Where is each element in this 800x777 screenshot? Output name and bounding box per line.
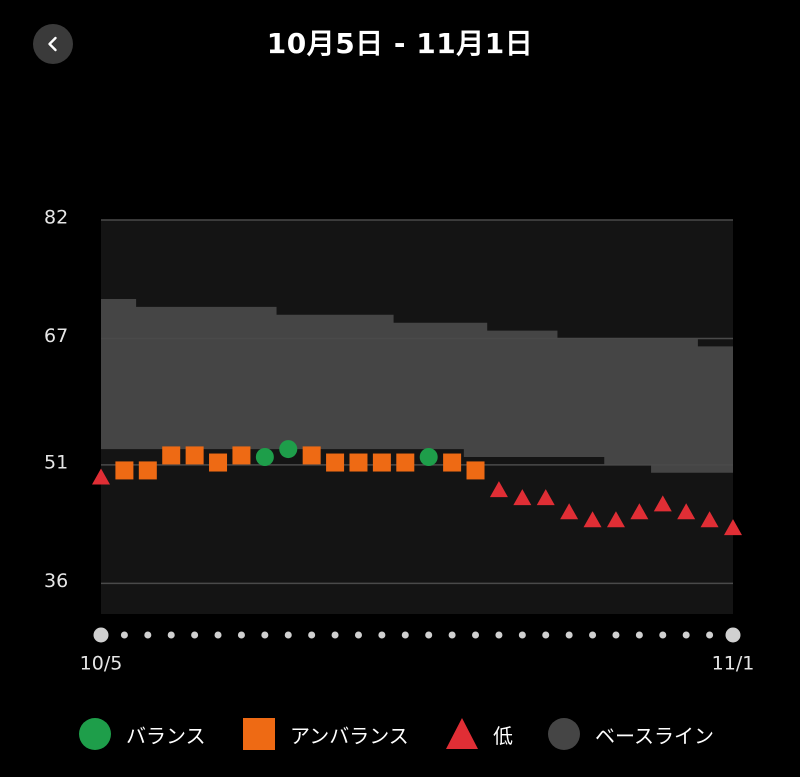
data-point-unbalanced xyxy=(138,461,157,480)
legend-label: ベースライン xyxy=(595,723,714,748)
x-axis-day-dot xyxy=(191,631,199,639)
legend-item-low: 低 xyxy=(445,712,513,756)
x-axis-day-dot xyxy=(331,631,339,639)
x-axis-day-dot xyxy=(425,631,433,639)
back-button[interactable] xyxy=(33,24,73,64)
x-axis-day-dot xyxy=(659,631,667,639)
x-axis-day-dot xyxy=(635,631,643,639)
x-axis-day-dot xyxy=(144,631,152,639)
x-axis-day-dot xyxy=(214,631,222,639)
x-axis-day-dot xyxy=(120,631,128,639)
x-axis-end-dot xyxy=(93,627,109,643)
legend-label: アンバランス xyxy=(290,723,409,748)
legend-item-unbalanced: アンバランス xyxy=(242,712,409,756)
y-tick-label: 67 xyxy=(44,325,68,347)
data-point-low xyxy=(489,481,508,498)
x-axis-day-dot xyxy=(378,631,386,639)
data-point-low xyxy=(583,511,602,528)
data-point-unbalanced xyxy=(443,453,462,472)
data-point-low xyxy=(630,503,649,520)
balanced-legend-icon xyxy=(79,718,111,750)
x-axis-day-dot xyxy=(565,631,573,639)
data-point-low xyxy=(606,511,625,528)
x-axis-day-dot xyxy=(354,631,362,639)
x-axis-day-dot xyxy=(448,631,456,639)
legend-item-baseline: ベースライン xyxy=(547,712,714,756)
data-point-low xyxy=(724,519,742,536)
x-axis-day-dot xyxy=(401,631,409,639)
data-point-unbalanced xyxy=(466,461,485,480)
low-legend-icon xyxy=(446,718,478,749)
x-axis-end-dot xyxy=(725,627,741,643)
y-tick-label: 82 xyxy=(44,207,68,229)
legend-label: バランス xyxy=(126,723,206,748)
baseline-legend-icon xyxy=(548,718,580,750)
unbalanced-legend-icon xyxy=(243,718,275,750)
y-tick-label: 51 xyxy=(44,451,68,473)
x-axis-day-dot xyxy=(261,631,269,639)
x-axis-day-dot xyxy=(682,631,690,639)
x-axis-day-dot xyxy=(589,631,597,639)
x-axis-day-dot xyxy=(495,631,503,639)
x-axis-day-dot xyxy=(518,631,526,639)
data-point-unbalanced xyxy=(349,453,368,472)
data-point-unbalanced xyxy=(302,446,321,465)
data-point-unbalanced xyxy=(185,446,204,465)
data-point-unbalanced xyxy=(115,461,134,480)
x-axis-day-dot xyxy=(612,631,620,639)
x-axis-day-dot xyxy=(237,631,245,639)
x-axis-day-dot xyxy=(706,631,714,639)
x-axis-day-dot xyxy=(472,631,480,639)
x-axis-day-dot xyxy=(308,631,316,639)
data-point-unbalanced xyxy=(209,453,228,472)
x-axis-day-dot xyxy=(542,631,550,639)
hrv-status-chart: 82 67 51 36 10/5 11/1 xyxy=(44,207,755,675)
legend-item-balanced: バランス xyxy=(78,712,206,756)
data-point-unbalanced xyxy=(162,446,181,465)
x-axis-day-dot xyxy=(284,631,292,639)
data-point-low xyxy=(536,489,555,506)
x-axis-day-dot xyxy=(167,631,175,639)
y-tick-label: 36 xyxy=(44,570,68,592)
data-point-unbalanced xyxy=(232,446,251,465)
data-point-low xyxy=(677,503,696,520)
baseline-band xyxy=(101,299,733,473)
data-point-unbalanced xyxy=(326,453,345,472)
data-point-unbalanced xyxy=(396,453,415,472)
data-point-low xyxy=(92,468,110,485)
data-point-balanced xyxy=(279,440,298,459)
data-point-balanced xyxy=(255,448,274,466)
legend-label: 低 xyxy=(493,723,513,748)
data-point-low xyxy=(560,503,579,520)
chevron-left-icon xyxy=(48,36,57,52)
data-point-low xyxy=(700,511,719,528)
chart-legend: バランス アンバランス 低 ベースライン xyxy=(0,712,800,756)
data-point-low xyxy=(653,495,672,512)
data-point-balanced xyxy=(419,448,438,466)
data-point-low xyxy=(513,489,532,506)
page-title: 10月5日 - 11月1日 xyxy=(266,27,534,60)
x-start-label: 10/5 xyxy=(80,653,123,675)
data-point-unbalanced xyxy=(372,453,391,472)
x-end-label: 11/1 xyxy=(712,653,755,675)
